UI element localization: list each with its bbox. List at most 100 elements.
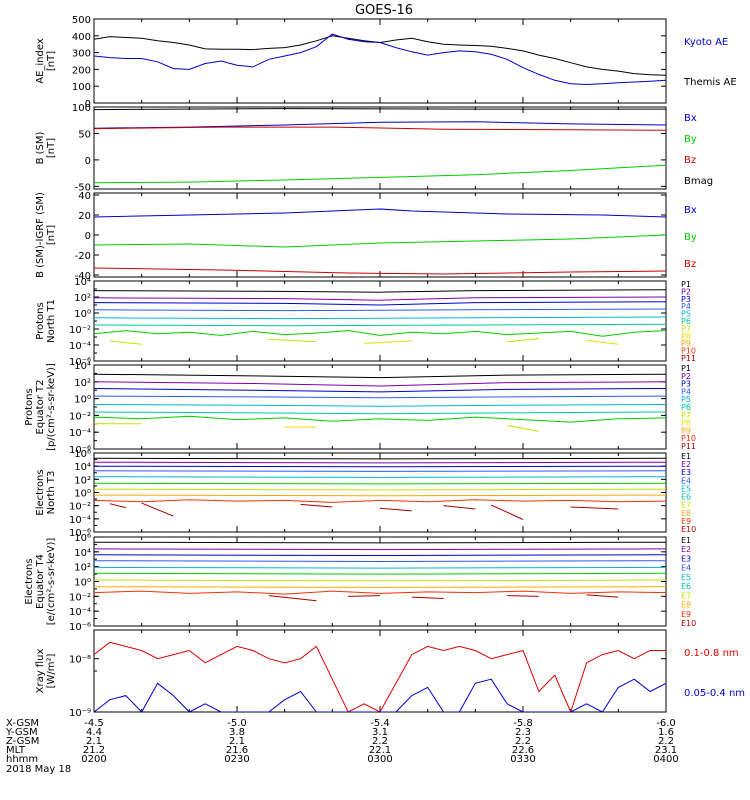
legend-entry: P11: [681, 354, 696, 363]
series-e7: [94, 579, 666, 582]
panel-frame: [93, 192, 667, 278]
series-e9: [94, 499, 666, 503]
series-p2: [94, 381, 666, 387]
series-e8: [94, 586, 666, 588]
data-segment: [268, 338, 317, 343]
y-tick-label: 400: [72, 32, 91, 43]
legend-entry: Bx: [684, 113, 697, 124]
series-e5: [94, 476, 666, 478]
legend-entry: E7: [681, 501, 691, 510]
row-value: -5.8: [513, 718, 533, 729]
y-axis-label: [nT]: [46, 51, 57, 71]
legend-entry: E6: [681, 493, 691, 502]
plot-area: [94, 641, 666, 712]
y-axis-label: B (SM)-IGRF (SM): [35, 192, 46, 278]
series-0-1-0-8-nm: [94, 641, 666, 712]
plot-area: [94, 289, 666, 345]
y-tick-label: 10²: [74, 563, 91, 574]
legend-entry: E8: [681, 509, 691, 518]
series-p6: [94, 323, 666, 327]
panel-frame: [93, 629, 667, 713]
row-label: MLT: [6, 745, 26, 756]
data-segment: [109, 503, 126, 509]
legend-entry: Kyoto AE: [684, 37, 728, 48]
series-p2: [94, 296, 666, 301]
y-tick-label: 10⁰: [74, 489, 91, 500]
legend-entry: Bmag: [684, 176, 713, 187]
series-e6: [94, 572, 666, 575]
y-tick-label: 0: [85, 231, 91, 242]
legend-entry: P3: [681, 295, 691, 304]
y-tick-label: 10⁴: [74, 277, 91, 288]
y-tick-label: 200: [72, 65, 91, 76]
series-by: [94, 234, 666, 248]
y-tick-label: 0: [85, 156, 91, 167]
y-tick-label: 10⁻²: [69, 325, 91, 336]
legend-entry: E3: [681, 554, 691, 563]
y-tick-label: 10⁻⁶: [69, 445, 91, 456]
row-value: 22.1: [369, 745, 391, 756]
data-segment: [141, 502, 174, 517]
legend-entry: Bz: [684, 155, 696, 166]
panel-ae: 500 400 300 200 100 0 AE_index [nT] Kyoto AE Them…: [35, 15, 737, 110]
legend-entry: E9: [681, 517, 691, 526]
plot-area: [94, 373, 666, 432]
legend-entry: E1: [681, 452, 691, 461]
y-tick-label: 10⁻⁴: [69, 607, 91, 618]
row-value: -6.0: [656, 718, 676, 729]
series-p5: [94, 404, 666, 407]
series-e3: [94, 554, 666, 557]
legend-entry: E7: [681, 591, 691, 600]
series-p1: [94, 373, 666, 379]
plot-area: [94, 108, 666, 184]
data-segment: [586, 594, 619, 598]
series-e1: [94, 457, 666, 460]
row-value: 2.3: [515, 727, 531, 738]
y-tick-label: 10⁻²: [69, 592, 91, 603]
legend-entry: P9: [681, 339, 691, 348]
y-axis-label: [nT]: [46, 138, 57, 158]
y-tick-label: 10²: [74, 475, 91, 486]
series-e9: [94, 590, 666, 595]
legend-entry: P8: [681, 419, 691, 428]
row-value: 21.6: [226, 745, 248, 756]
legend-entry: E10: [681, 619, 696, 628]
legend-entry: E4: [681, 564, 691, 573]
y-tick-label: 10⁶: [74, 449, 91, 460]
legend-entry: E8: [681, 601, 691, 610]
data-segment: [586, 339, 619, 345]
legend-entry: E9: [681, 610, 691, 619]
y-axis-label: Protons: [24, 388, 35, 425]
legend-entry: Themis AE: [683, 77, 737, 88]
row-value: 4.4: [86, 727, 102, 738]
y-tick-label: 10²: [74, 293, 91, 304]
y-axis-label: Equator T2: [35, 380, 46, 435]
data-segment: [268, 595, 317, 602]
y-tick-label: 10⁻⁴: [69, 428, 91, 439]
row-label: hhmm: [6, 754, 38, 765]
legend-entry: P5: [681, 395, 691, 404]
legend-entry: E4: [681, 476, 691, 485]
row-label: X-GSM: [6, 718, 39, 729]
row-value: 2.1: [86, 736, 102, 747]
data-segment: [507, 595, 539, 597]
legend-entry: E2: [681, 460, 691, 469]
series-e3: [94, 465, 666, 468]
legend-entry: P11: [681, 442, 696, 451]
y-tick-label: 300: [72, 49, 91, 60]
y-tick-label: 100: [72, 82, 91, 93]
legend-entry: P10: [681, 347, 696, 356]
y-tick-label: 10⁴: [74, 548, 91, 559]
row-value: -5.4: [370, 718, 390, 729]
data-segment: [300, 503, 333, 508]
y-axis-label: Electrons: [35, 469, 46, 515]
legend-entry: E5: [681, 573, 691, 582]
series-e4: [94, 560, 666, 563]
series-e2: [94, 548, 666, 551]
y-tick-label: 10⁰: [74, 309, 91, 320]
series-e2: [94, 461, 666, 464]
legend-entry: P3: [681, 380, 691, 389]
data-segment: [507, 424, 539, 432]
y-axis-label: Equator T4: [35, 554, 46, 609]
